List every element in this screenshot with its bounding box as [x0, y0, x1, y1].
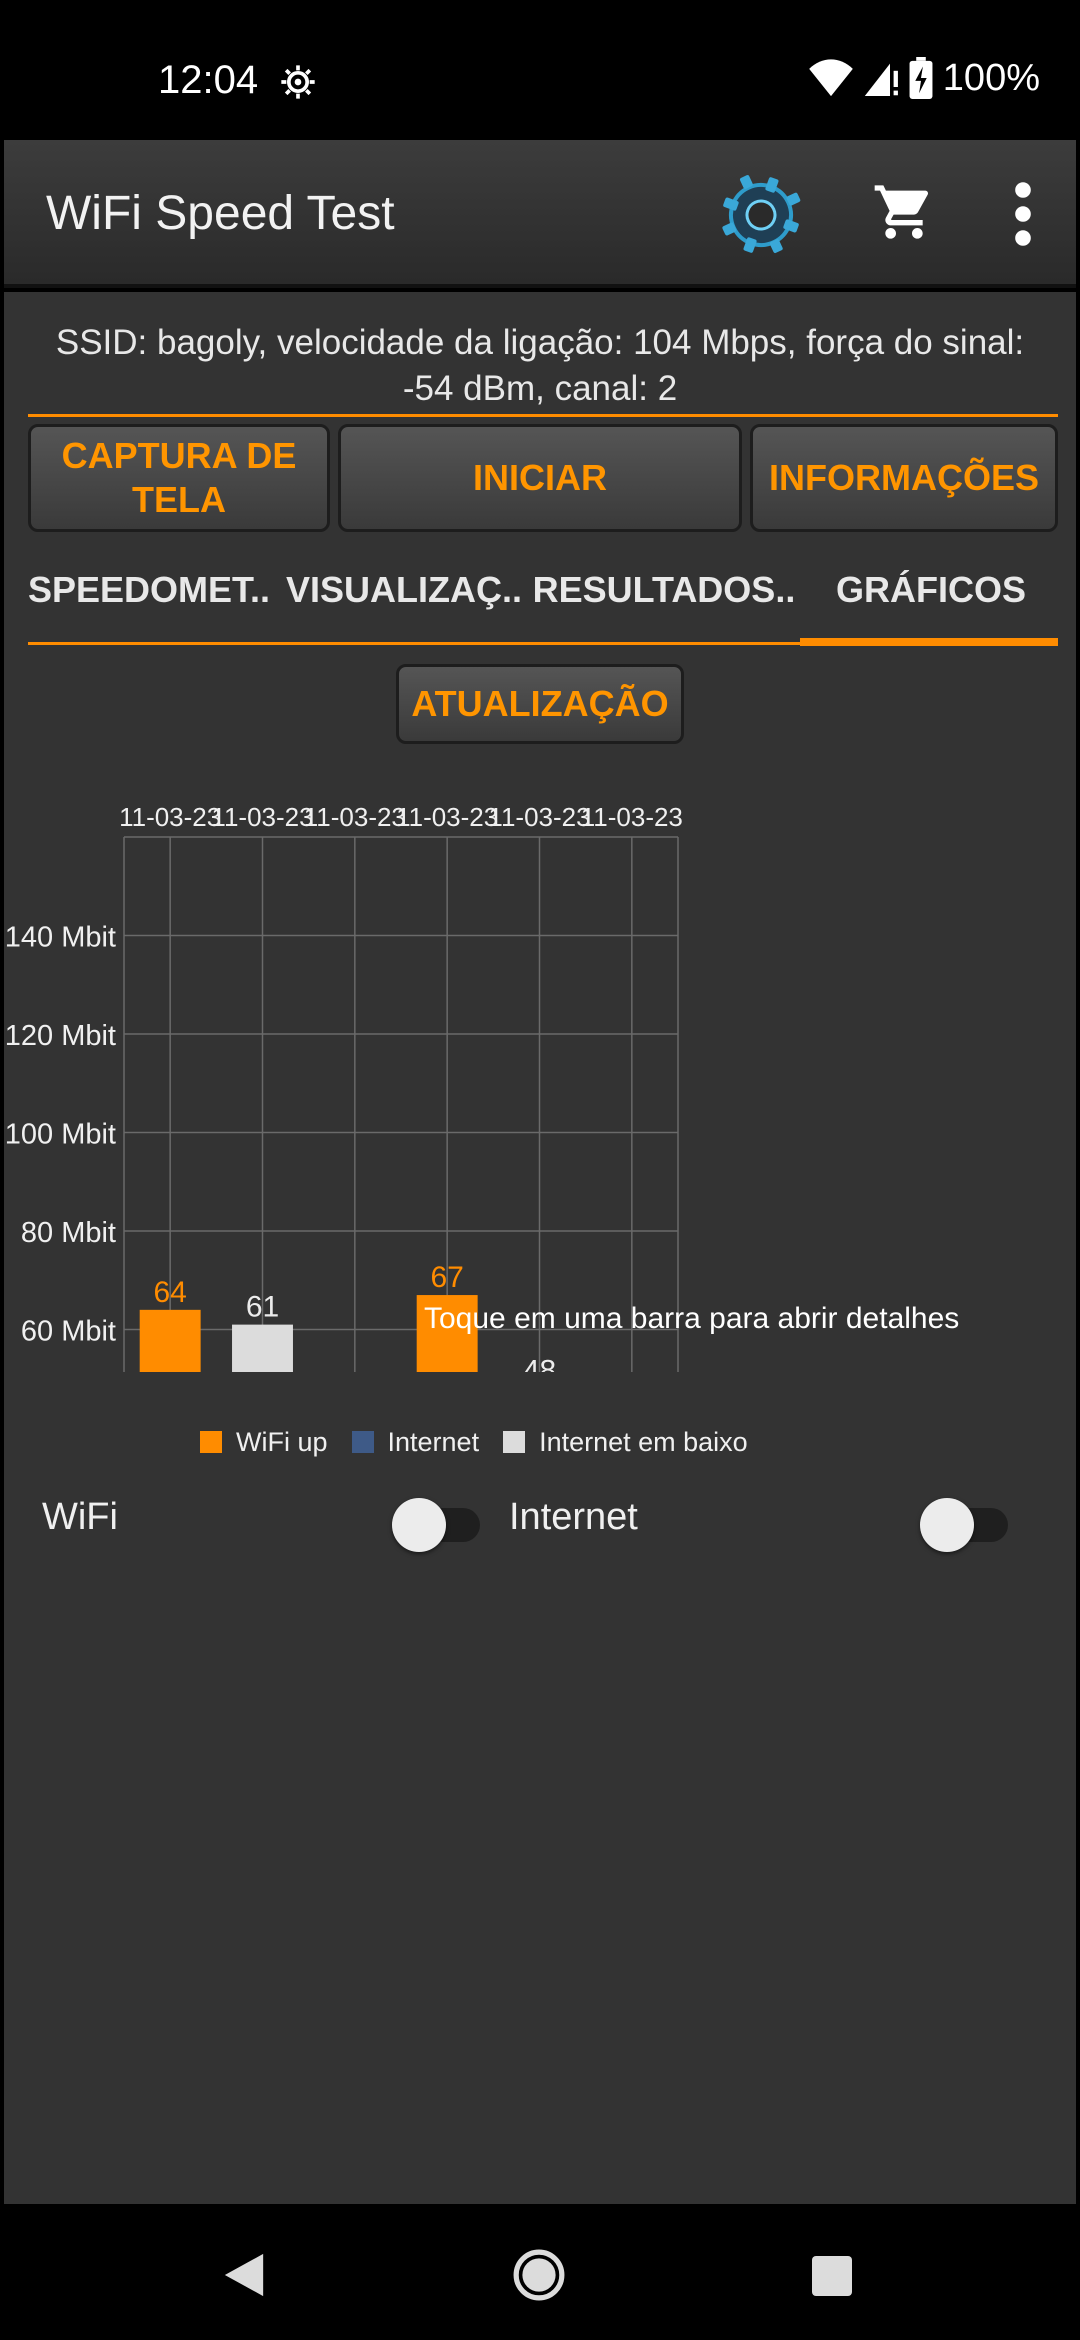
x-tick-label: 11-03-23	[119, 802, 221, 832]
connection-info: SSID: bagoly, velocidade da ligação: 104…	[55, 323, 1025, 408]
tab-speedometer[interactable]: SPEEDOMET..	[28, 569, 271, 610]
main-content: SSID: bagoly, velocidade da ligação: 104…	[4, 292, 1076, 2204]
start-button[interactable]: INICIAR	[338, 424, 742, 532]
bar-value-label: 48	[523, 1355, 556, 1372]
x-tick-label: 11-03-23	[304, 802, 406, 832]
bar-value-label: 67	[430, 1261, 463, 1294]
battery-charging-icon	[909, 57, 933, 99]
status-time: 12:04	[158, 58, 259, 102]
bar-value-label: 61	[246, 1291, 279, 1324]
wifi-toggle-label: WiFi	[42, 1496, 118, 1538]
legend-swatch-internet-down	[503, 1431, 526, 1453]
legend-item-internet-down: Internet em baixo	[503, 1427, 748, 1458]
chart-hint: Toque em uma barra para abrir detalhes	[424, 1302, 960, 1335]
cell-signal-icon	[864, 63, 898, 96]
tab-bar: SPEEDOMET.. VISUALIZAÇ.. RESULTADOS.. GR…	[28, 540, 1058, 646]
chart-bar[interactable]	[139, 1309, 201, 1372]
x-tick-label: 11-03-23	[211, 802, 313, 832]
legend-label-internet: Internet	[387, 1426, 480, 1457]
legend-label-wifi-up: WiFi up	[236, 1426, 328, 1457]
x-tick-label: 11-03-23	[581, 802, 683, 832]
legend-swatch-wifi-up	[200, 1431, 222, 1453]
battery-percent: 100%	[942, 56, 1040, 99]
x-tick-label: 11-03-23	[488, 802, 590, 832]
legend-label-internet-down: Internet em baixo	[539, 1426, 748, 1457]
screenshot-button[interactable]: CAPTURA DE TELA	[28, 424, 330, 532]
x-tick-label: 11-03-23	[396, 802, 498, 832]
legend-item-wifi-up: WiFi up	[200, 1427, 328, 1458]
cart-icon[interactable]	[872, 180, 936, 244]
y-tick-label: 120 Mbit	[5, 1020, 116, 1052]
update-button[interactable]: ATUALIZAÇÃO	[396, 664, 684, 744]
app-title: WiFi Speed Test	[46, 187, 395, 240]
back-icon[interactable]	[222, 2252, 266, 2298]
tab-bar-underline	[28, 642, 1058, 645]
internet-toggle[interactable]	[920, 1498, 1010, 1552]
settings-gear-icon[interactable]	[716, 170, 806, 260]
y-tick-label: 140 Mbit	[5, 922, 116, 954]
chart-bar[interactable]	[416, 1295, 478, 1372]
legend-swatch-internet	[351, 1431, 374, 1453]
wifi-signal-icon	[808, 59, 853, 97]
home-icon[interactable]	[512, 2248, 566, 2302]
legend-item-internet: Internet	[351, 1426, 480, 1458]
wifi-toggle[interactable]	[392, 1498, 482, 1552]
tab-active-indicator	[800, 638, 1058, 646]
system-nav-bar	[0, 2204, 1080, 2340]
y-tick-label: 80 Mbit	[21, 1217, 116, 1249]
more-vert-icon[interactable]	[1008, 178, 1038, 250]
status-indicators: 100%	[808, 56, 1040, 100]
y-tick-label: 100 Mbit	[5, 1119, 116, 1151]
tab-results[interactable]: RESULTADOS..	[532, 569, 796, 610]
internet-toggle-label: Internet	[509, 1496, 638, 1538]
status-bar: 12:04 100%	[0, 0, 1080, 140]
y-tick-label: 60 Mbit	[21, 1316, 116, 1348]
divider	[28, 414, 1058, 417]
tab-visualization[interactable]: VISUALIZAÇ..	[285, 569, 522, 610]
info-button[interactable]: INFORMAÇÕES	[750, 424, 1058, 532]
tab-charts[interactable]: GRÁFICOS	[835, 569, 1026, 610]
bar-value-label: 64	[153, 1276, 186, 1309]
internet-toggle-knob	[920, 1498, 974, 1552]
chart-legend: WiFi up Internet Internet em baixo	[200, 1422, 772, 1462]
recent-apps-icon[interactable]	[810, 2254, 854, 2298]
wifi-toggle-knob	[392, 1498, 446, 1552]
app-bar: WiFi Speed Test	[4, 140, 1076, 288]
settings-status-icon	[281, 65, 315, 99]
chart-bar[interactable]	[232, 1324, 293, 1372]
